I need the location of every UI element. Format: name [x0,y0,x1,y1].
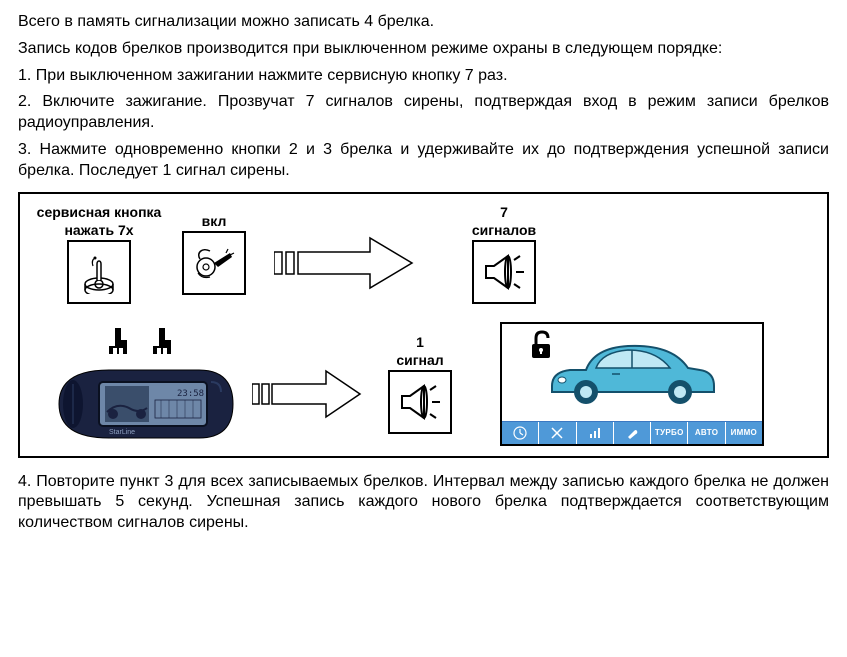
car-icon [542,332,722,412]
svg-text:StarLine: StarLine [109,429,135,436]
signals-label: сигналов [472,222,536,238]
service-button-cell: сервисная кнопка нажать 7х [34,204,164,304]
diagram-frame: сервисная кнопка нажать 7х вкл [18,192,829,458]
badge-immo: ИММО [726,422,762,444]
step-4: 4. Повторите пункт 3 для всех записываем… [18,472,829,534]
step-1: 1. При выключенном зажигании нажмите сер… [18,66,829,87]
result-display-box: ТУРБО АВТО ИММО [500,322,764,446]
ignition-on-label: вкл [202,213,227,229]
one-label: 1 [416,334,424,350]
remote-cell: 23:58 StarLine [44,324,244,444]
badge-turbo: ТУРБО [651,422,688,444]
siren-1-iconbox [388,370,452,434]
one-signal-cell: 1 сигнал [370,334,470,434]
service-button-label-2: нажать 7х [64,222,133,238]
badge-wrench-icon [614,422,651,444]
paragraph-intro-1: Всего в память сигнализации можно записа… [18,12,829,33]
badge-clock-icon [502,422,539,444]
seven-signals-cell: 7 сигналов [444,204,564,304]
ignition-key-icon [190,239,238,287]
badge-auto: АВТО [688,422,725,444]
badge-bar: ТУРБО АВТО ИММО [502,421,762,444]
diagram-row-2: 23:58 StarLine 1 сигнал [34,322,813,446]
remote-fob-icon: 23:58 StarLine [49,364,239,444]
badge-bars-icon [577,422,614,444]
diagram-row-1: сервисная кнопка нажать 7х вкл [34,204,813,304]
signal-label: сигнал [396,352,443,368]
paragraph-intro-2: Запись кодов брелков производится при вы… [18,39,829,60]
svg-text:23:58: 23:58 [177,389,204,399]
step-2: 2. Включите зажигание. Прозвучат 7 сигна… [18,92,829,134]
step-3: 3. Нажмите одновременно кнопки 2 и 3 бре… [18,140,829,182]
siren-icon [480,248,528,296]
arrow-1 [274,236,414,290]
arrow-2 [252,369,362,419]
arrow-icon [274,236,414,290]
car-display-area [502,324,762,421]
pointing-hands-icon [99,324,189,364]
seven-label: 7 [500,204,508,220]
service-button-label-1: сервисная кнопка [37,204,162,220]
ignition-on-cell: вкл [164,213,264,295]
service-button-icon [77,250,121,294]
siren-7-iconbox [472,240,536,304]
service-button-iconbox [67,240,131,304]
unlock-icon [526,330,556,360]
badge-tools-icon [539,422,576,444]
siren-icon [396,378,444,426]
arrow-icon [252,369,362,419]
ignition-on-iconbox [182,231,246,295]
